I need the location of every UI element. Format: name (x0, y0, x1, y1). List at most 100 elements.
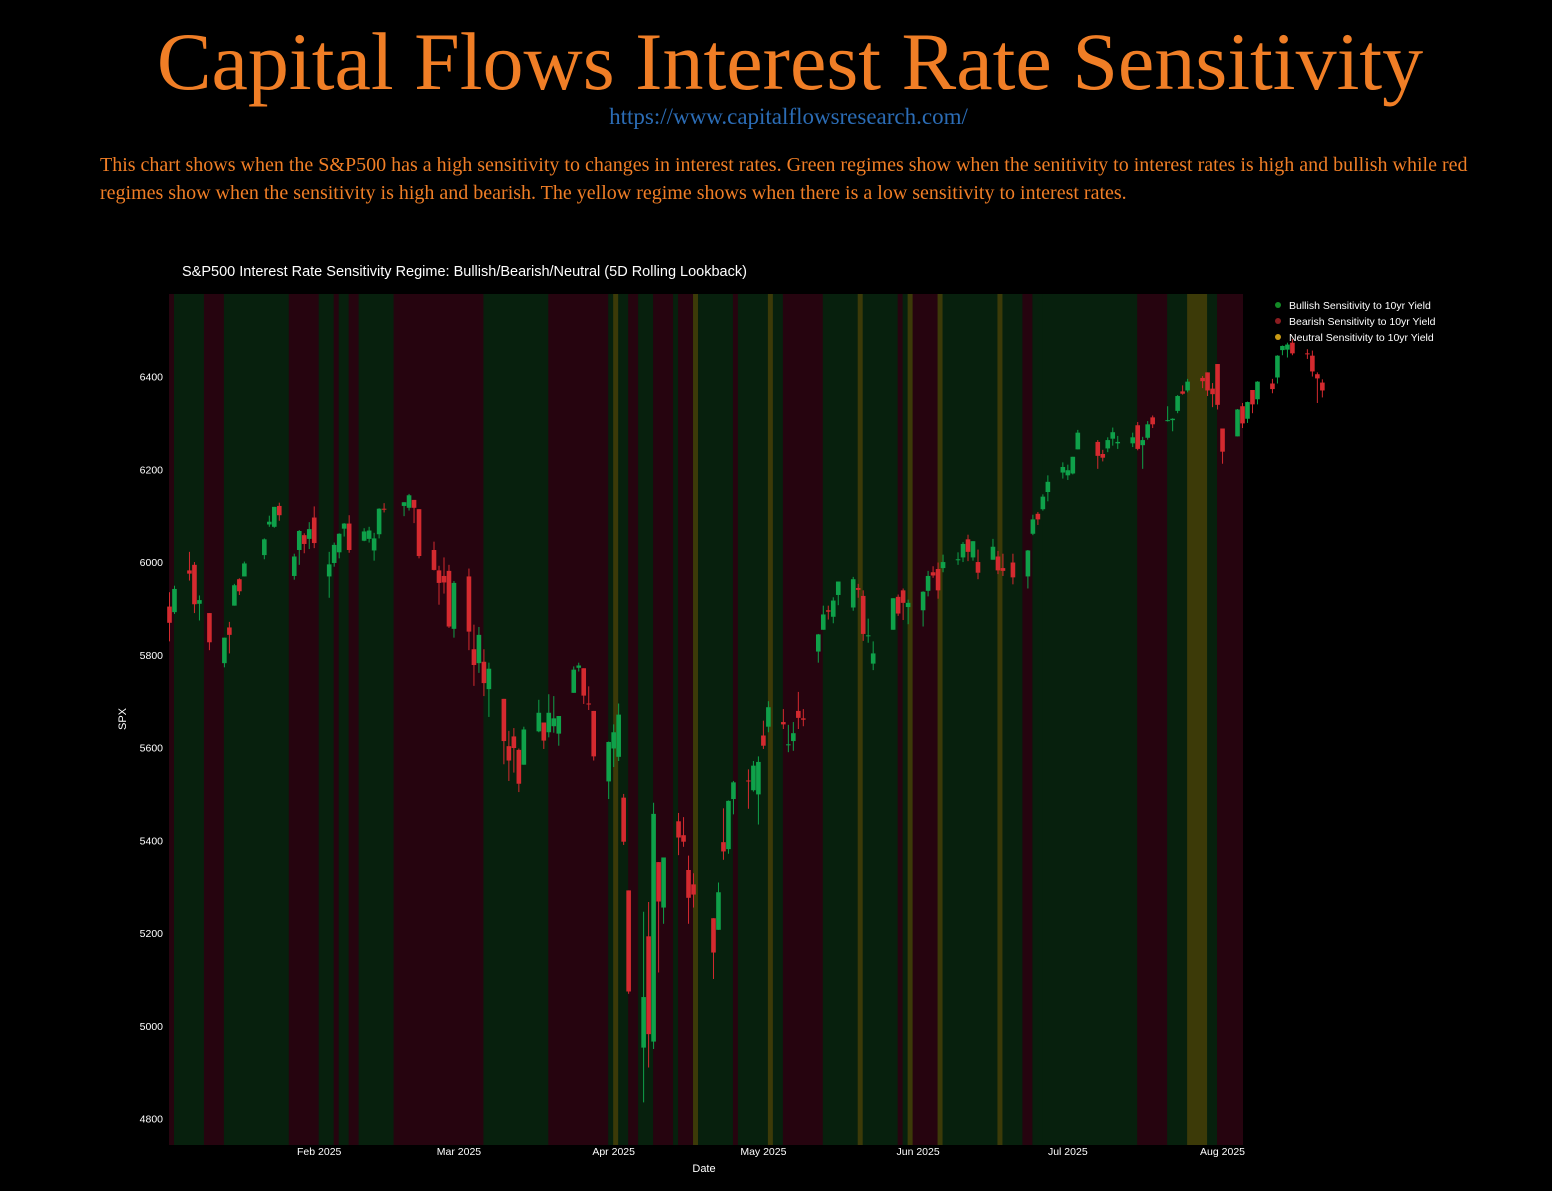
candle (721, 808, 726, 860)
candle (506, 730, 512, 781)
candle (242, 561, 247, 577)
y-axis-label: SPX (117, 707, 129, 730)
candle-body (207, 613, 212, 643)
legend-label-bearish: Bearish Sensitivity to 10yr Yield (1289, 316, 1436, 328)
regime-band-bearish (732, 294, 739, 1145)
candle (1220, 428, 1225, 464)
candle (850, 576, 856, 611)
regime-band-bullish (902, 294, 909, 1145)
candle (1290, 338, 1295, 356)
candle (1040, 494, 1046, 511)
regime-band-bullish (862, 294, 899, 1145)
candle-body (291, 556, 297, 576)
candle-body (436, 570, 442, 583)
y-tick-label: 5000 (140, 1021, 164, 1033)
candle (1145, 421, 1150, 440)
x-tick-label: May 2025 (740, 1146, 786, 1158)
candle (581, 668, 587, 704)
y-tick-label: 6200 (140, 464, 164, 476)
candle (376, 508, 382, 539)
candle (905, 599, 911, 625)
candle (207, 613, 212, 651)
candle (786, 724, 791, 753)
regime-band-bullish (1032, 294, 1044, 1145)
candle-body (1310, 355, 1315, 372)
candle (331, 542, 337, 567)
candle-body (451, 582, 457, 629)
regime-band-bullish (1207, 294, 1219, 1145)
candle (955, 552, 961, 565)
candle-body (197, 600, 202, 604)
regime-band-bullish (673, 294, 680, 1145)
candle (1280, 345, 1285, 356)
candle (965, 534, 971, 562)
page-title: Capital Flows Interest Rate Sensitivity (156, 16, 1424, 107)
candle (167, 592, 172, 642)
regime-band-bullish (338, 294, 350, 1145)
candle-body (905, 602, 911, 608)
candle (1115, 435, 1121, 449)
regime-band-bullish (1002, 294, 1024, 1145)
candle (731, 780, 736, 815)
candle-body (326, 564, 332, 577)
website-link[interactable]: https://www.capitalflowsresearch.com/ (609, 104, 968, 129)
candle (1315, 372, 1320, 403)
candle (1030, 514, 1036, 536)
candle-body (227, 627, 232, 635)
candle-body (656, 862, 661, 902)
candle-body (651, 813, 656, 1042)
candle (441, 557, 447, 594)
candle (341, 523, 347, 537)
candle-body (621, 797, 626, 842)
candle-body (1175, 396, 1180, 411)
candle (835, 581, 841, 606)
candle (890, 598, 896, 630)
candle (192, 562, 197, 614)
candle (1105, 437, 1111, 453)
candle (686, 855, 691, 924)
candle (661, 857, 666, 924)
candle (187, 551, 192, 581)
candle-body (686, 869, 691, 898)
candle-body (242, 563, 247, 577)
candle-body (975, 562, 981, 573)
candle (1035, 511, 1041, 525)
candle (521, 726, 527, 765)
y-tick-label: 5600 (140, 743, 164, 755)
candle (326, 551, 332, 598)
candle (766, 701, 771, 733)
candle (411, 499, 417, 524)
candle-body (1280, 345, 1285, 351)
candle-body (521, 729, 527, 765)
candle-body (416, 509, 422, 557)
candle-body (711, 918, 716, 953)
candle (446, 564, 452, 628)
x-axis-label: Date (692, 1163, 715, 1175)
y-tick-label: 6000 (140, 557, 164, 569)
candle-body (850, 579, 856, 608)
candle (1270, 378, 1275, 394)
candle-body (1030, 519, 1036, 534)
legend-dot-neutral (1275, 334, 1281, 340)
candle (676, 812, 681, 856)
candle (1255, 381, 1260, 405)
regime-band-bearish (348, 294, 360, 1145)
regime-band-bullish (173, 294, 205, 1145)
candle (711, 918, 716, 979)
candle-body (551, 718, 557, 727)
candle-body (466, 576, 472, 632)
candle (1130, 432, 1136, 448)
candle (616, 703, 621, 762)
candle-body (1320, 382, 1325, 391)
candle-body (606, 741, 611, 782)
candle (626, 890, 631, 994)
legend-dot-bullish (1275, 302, 1281, 308)
candle-body (346, 523, 352, 550)
candle-body (1135, 425, 1140, 449)
candle (366, 526, 372, 543)
candle (536, 699, 542, 733)
regime-band-bullish (608, 294, 615, 1145)
candle-body (336, 533, 342, 553)
candle (860, 590, 866, 641)
candle-body (890, 598, 896, 630)
